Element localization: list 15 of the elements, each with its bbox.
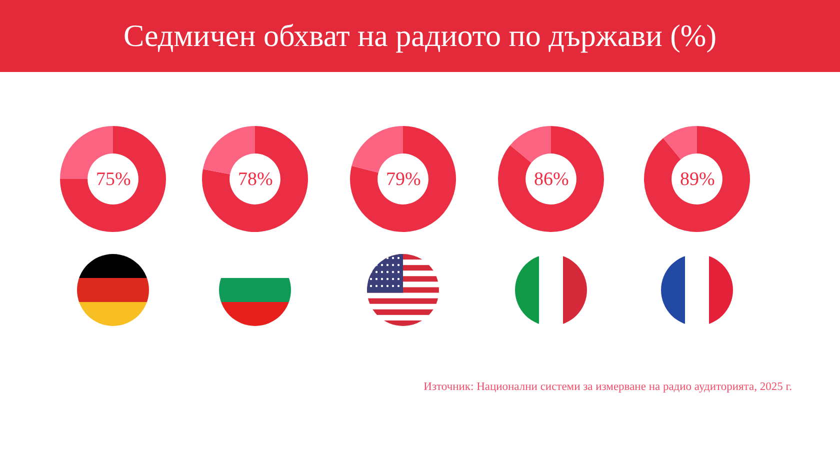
donut-slice	[202, 126, 308, 232]
data-label: 75%	[96, 169, 131, 190]
data-label: 86%	[534, 169, 569, 190]
donut-slice	[644, 126, 750, 232]
text: Източник: Национални системи за измерване на радио аудиторията, 2025 г.	[422, 380, 792, 395]
donut-slice	[352, 126, 403, 173]
donut-slice	[510, 126, 551, 163]
data-label: 89%	[680, 169, 715, 190]
donut-slice	[663, 126, 697, 160]
donut-slice	[350, 126, 456, 232]
donut-slice	[498, 126, 604, 232]
donut-slice	[60, 126, 166, 232]
data-label: 79%	[386, 169, 421, 190]
data-label: 78%	[238, 169, 273, 190]
text: Седмичен обхват на радиото по държави (%)	[0, 0, 840, 72]
